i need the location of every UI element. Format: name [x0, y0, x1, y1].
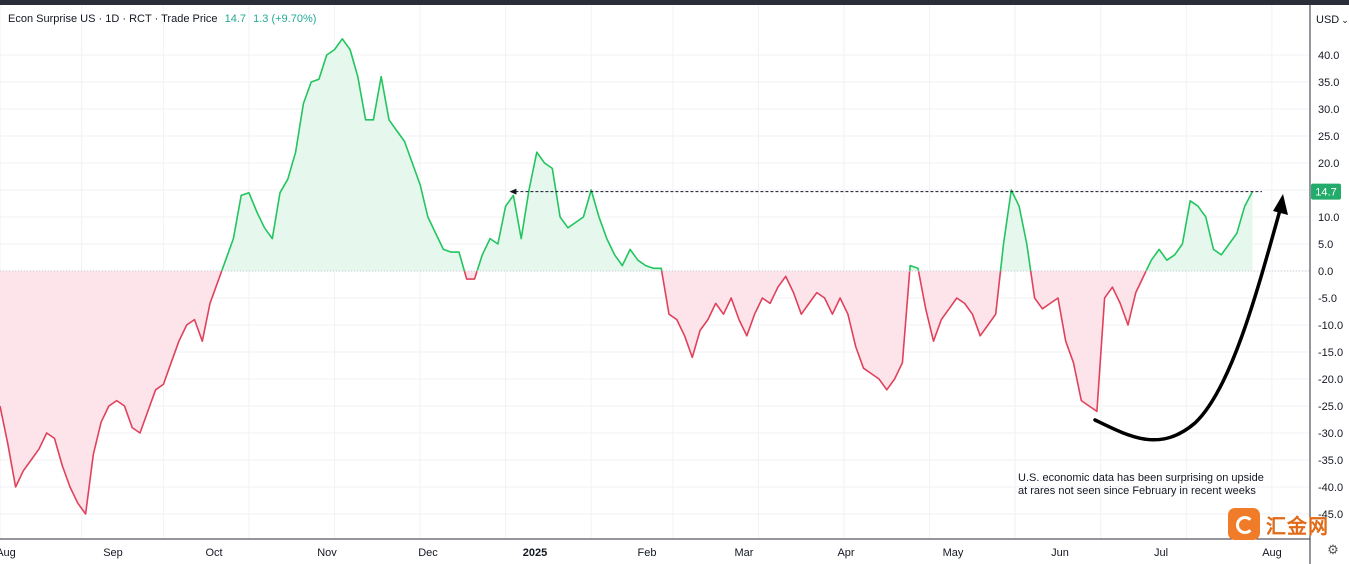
y-tick-label: -35.0 — [1318, 455, 1343, 467]
positive-series-line — [220, 38, 466, 272]
y-tick-label: -15.0 — [1318, 347, 1343, 359]
y-tick-label: 10.0 — [1318, 212, 1339, 224]
chart-annotation: U.S. economic data has been surprising o… — [1018, 472, 1264, 498]
trend-curve — [1093, 208, 1282, 442]
series-lines — [0, 38, 1254, 515]
window-top-bar — [0, 0, 1349, 5]
y-tick-label: -40.0 — [1318, 482, 1343, 494]
negative-series-line — [0, 270, 223, 515]
y-tick-label: -30.0 — [1318, 428, 1343, 440]
positive-area — [221, 38, 465, 271]
legend-source: RCT — [129, 13, 152, 25]
arrow-left-icon — [509, 188, 517, 195]
y-tick-label: 40.0 — [1318, 50, 1339, 62]
x-tick-label: Aug — [0, 547, 16, 559]
currency-selector[interactable]: USD ⌄ — [1316, 14, 1349, 26]
y-tick-label: 30.0 — [1318, 104, 1339, 116]
x-tick-label: 2025 — [523, 547, 547, 559]
negative-series-line — [463, 270, 478, 280]
y-tick-label: -25.0 — [1318, 401, 1343, 413]
y-tick-label: 25.0 — [1318, 131, 1339, 143]
x-tick-label: Nov — [317, 547, 337, 559]
y-tick-label: -20.0 — [1318, 374, 1343, 386]
reference-arrow — [509, 188, 1262, 195]
positive-area — [1000, 190, 1031, 271]
legend-last-value: 14.7 — [224, 13, 247, 25]
x-tick-label: Mar — [735, 547, 754, 559]
chart-canvas[interactable]: 40.035.030.025.020.015.010.05.00.0-5.0-1… — [0, 5, 1349, 564]
negative-area — [0, 271, 222, 514]
legend-separator: · — [154, 13, 159, 25]
price-axis: 40.035.030.025.020.015.010.05.00.0-5.0-1… — [1309, 5, 1343, 564]
positive-area — [1146, 191, 1253, 271]
trend-curve-arrow — [1093, 194, 1288, 442]
price-tag-label: 14.7 — [1315, 187, 1336, 199]
y-tick-label: 20.0 — [1318, 158, 1339, 170]
chevron-down-icon: ⌄ — [1341, 15, 1349, 25]
watermark-text: 汇金网 — [1266, 516, 1329, 538]
legend-symbol[interactable]: Econ Surprise US — [8, 13, 96, 25]
positive-series-line — [476, 151, 663, 272]
x-tick-label: Jun — [1051, 547, 1069, 559]
x-tick-label: Dec — [418, 547, 438, 559]
annotation-line-1: U.S. economic data has been surprising o… — [1018, 472, 1264, 484]
positive-area — [477, 152, 662, 271]
chart-legend[interactable]: Econ Surprise US · 1D · RCT · Trade Pric… — [8, 13, 316, 25]
negative-series-line — [660, 270, 911, 391]
negative-area — [918, 271, 1001, 342]
legend-interval[interactable]: 1D — [105, 13, 120, 25]
arrow-up-icon — [1273, 194, 1288, 215]
y-tick-label: -5.0 — [1318, 293, 1337, 305]
y-tick-label: 0.0 — [1318, 266, 1333, 278]
negative-area — [464, 271, 478, 280]
y-tick-label: -45.0 — [1318, 509, 1343, 521]
positive-series-line — [1145, 191, 1254, 272]
area-fills — [0, 38, 1253, 514]
y-tick-label: 5.0 — [1318, 239, 1333, 251]
gear-icon[interactable]: ⚙ — [1327, 542, 1339, 557]
x-tick-label: Jul — [1154, 547, 1168, 559]
legend-type: Trade Price — [161, 13, 218, 25]
legend-change: 1.3 (+9.70%) — [253, 13, 317, 25]
x-tick-label: Sep — [103, 547, 123, 559]
x-tick-label: Oct — [205, 547, 222, 559]
y-tick-label: -10.0 — [1318, 320, 1343, 332]
y-tick-label: 35.0 — [1318, 77, 1339, 89]
x-tick-label: Aug — [1262, 547, 1282, 559]
currency-label: USD — [1316, 14, 1340, 26]
annotation-line-2: at rares not seen since February in rece… — [1018, 485, 1256, 497]
watermark-logo-icon — [1228, 508, 1260, 540]
x-tick-label: Apr — [837, 547, 854, 559]
positive-series-line — [908, 264, 920, 272]
x-tick-label: May — [943, 547, 964, 559]
watermark: 汇金网 — [1228, 506, 1340, 540]
time-axis: Aug Sep Oct Nov Dec 2025 Feb Mar Apr May Jun Jul Aug — [0, 538, 1310, 559]
price-tag-bg — [1311, 183, 1341, 200]
x-tick-label: Feb — [638, 547, 657, 559]
positive-series-line — [999, 189, 1032, 272]
negative-area — [1030, 271, 1147, 412]
legend-separator: · — [122, 13, 127, 25]
legend-separator: · — [98, 13, 103, 25]
negative-series-line — [917, 270, 1002, 342]
negative-area — [661, 271, 910, 390]
negative-series-line — [1029, 270, 1147, 413]
